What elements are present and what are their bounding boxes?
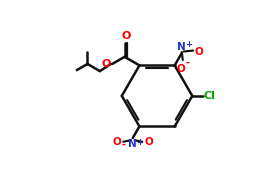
Text: -: - (185, 58, 189, 68)
Text: O: O (176, 64, 185, 74)
Text: O: O (113, 137, 121, 147)
Text: -: - (122, 140, 126, 150)
Text: O: O (144, 137, 153, 147)
Text: O: O (194, 47, 203, 57)
Text: +: + (136, 138, 143, 147)
Text: N: N (128, 139, 137, 149)
Text: O: O (102, 59, 111, 69)
Text: Cl: Cl (203, 91, 215, 101)
Text: +: + (185, 40, 192, 49)
Text: O: O (121, 31, 131, 41)
Text: N: N (177, 42, 186, 52)
